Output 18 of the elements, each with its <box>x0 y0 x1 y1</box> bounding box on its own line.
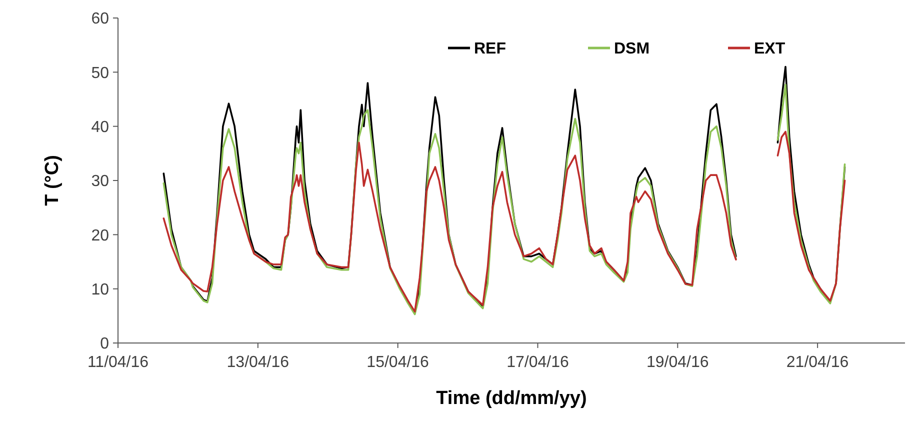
x-axis-title: Time (dd/mm/yy) <box>436 388 587 409</box>
x-tick-label: 21/04/16 <box>786 354 849 371</box>
y-tick-label: 10 <box>91 281 110 298</box>
x-tick-label: 17/04/16 <box>506 354 569 371</box>
legend-label: DSM <box>614 40 650 58</box>
y-tick-label: 0 <box>100 336 110 353</box>
y-tick-label: 30 <box>91 173 110 190</box>
legend-label: REF <box>474 40 506 58</box>
x-tick-label: 19/04/16 <box>646 354 709 371</box>
y-tick-label: 50 <box>91 64 110 82</box>
y-tick-label: 60 <box>91 10 110 28</box>
y-tick-label: 40 <box>91 118 110 136</box>
legend-label: EXT <box>754 40 786 58</box>
x-tick-label: 15/04/16 <box>366 354 430 371</box>
y-axis-title: T (°C) <box>42 155 63 206</box>
x-tick-label: 11/04/16 <box>87 354 149 371</box>
x-tick-label: 13/04/16 <box>226 354 290 371</box>
y-tick-label: 20 <box>91 227 110 244</box>
